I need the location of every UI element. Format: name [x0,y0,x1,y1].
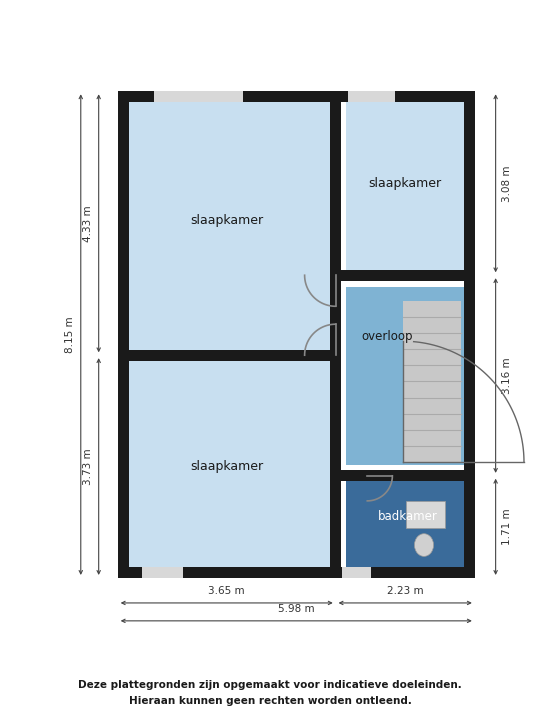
Text: 3.16 m: 3.16 m [502,357,511,394]
Text: badkamer: badkamer [377,510,437,523]
Bar [118,91,475,102]
Text: 5.98 m: 5.98 m [278,603,315,613]
Text: slaapkamer: slaapkamer [190,214,264,227]
Bar [346,476,464,567]
Bar [330,102,341,567]
Bar [348,91,395,102]
Bar [129,350,336,361]
Text: 1.71 m: 1.71 m [502,508,511,545]
Text: slaapkamer: slaapkamer [190,460,264,473]
Bar [464,91,475,578]
Text: slaapkamer: slaapkamer [369,177,442,190]
Text: 8.15 m: 8.15 m [65,316,75,353]
Text: 4.33 m: 4.33 m [83,205,93,242]
Bar [342,567,372,578]
Bar [330,470,469,481]
Text: 2.23 m: 2.23 m [387,586,423,595]
Bar [406,501,445,528]
Text: overloop: overloop [362,330,413,343]
Bar [129,102,336,350]
Bar [118,567,475,578]
Bar [346,102,464,275]
Bar [129,355,336,567]
Ellipse shape [415,534,434,557]
Bar [330,270,469,281]
Bar [141,567,184,578]
Bar [118,91,129,578]
Bar [153,91,243,102]
Text: 3.65 m: 3.65 m [208,586,245,595]
Text: Hieraan kunnen geen rechten worden ontleend.: Hieraan kunnen geen rechten worden ontle… [129,696,411,706]
Bar [346,287,464,465]
Text: 3.73 m: 3.73 m [83,449,93,485]
Bar [403,301,461,462]
Text: 3.08 m: 3.08 m [502,165,511,202]
Text: Deze plattegronden zijn opgemaakt voor indicatieve doeleinden.: Deze plattegronden zijn opgemaakt voor i… [78,680,462,690]
